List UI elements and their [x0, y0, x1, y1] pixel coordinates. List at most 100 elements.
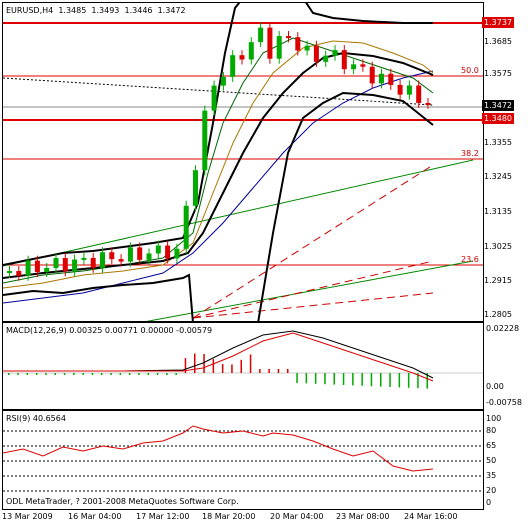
macd-histogram-bar [91, 373, 94, 375]
macd-histogram-bar [119, 373, 122, 375]
candle-body [127, 247, 133, 262]
candle-body [193, 170, 198, 206]
macd-pane[interactable]: MACD(12,26,9) 0.00325 0.00771 0.00000 -0… [2, 322, 484, 410]
bollinger-lower-band [3, 91, 434, 321]
symbol-label: EURUSD,H4 [6, 6, 54, 15]
candle-body [267, 27, 273, 59]
rsi-scale-50: 50 [486, 456, 497, 465]
rsi-scale-35: 35 [486, 471, 497, 480]
candle-body [146, 253, 152, 260]
price-tag-current: 1.3472 [482, 100, 514, 111]
candle-body [155, 245, 161, 254]
macd-histogram-bar [138, 373, 140, 375]
close-value: 1.3472 [157, 6, 186, 15]
macd-histogram-bar [380, 373, 382, 387]
macd-histogram-bar [147, 373, 149, 375]
macd-histogram-bar [240, 359, 242, 373]
fib-fan-line-1 [192, 164, 434, 319]
candle-body [165, 245, 171, 259]
price-tag-top: 1.3737 [482, 17, 514, 28]
macd-histogram-bar [175, 373, 177, 375]
candle-body [397, 84, 403, 95]
macd-histogram-bar [221, 364, 224, 373]
candle-body [304, 45, 310, 51]
macd-histogram-bar [110, 373, 112, 375]
time-label-5: 20 Mar 04:00 [270, 512, 324, 521]
price-level-2: 1.3575 [484, 69, 512, 78]
time-label-6: 23 Mar 08:00 [336, 512, 390, 521]
macd-histogram-bar [259, 369, 261, 373]
rsi-line [3, 425, 434, 472]
macd-histogram-bar [268, 369, 270, 373]
fib-fan-line-2 [192, 260, 434, 319]
candle-body [369, 66, 375, 84]
candle-body [62, 257, 68, 272]
macd-histogram-bar [296, 373, 298, 383]
macd-histogram-bar [352, 373, 354, 386]
macd-histogram-bar [82, 373, 84, 375]
time-label-1: 13 Mar 2009 [2, 512, 53, 521]
candle-body [332, 50, 338, 56]
candle-body [202, 110, 208, 171]
candle-body [360, 64, 366, 67]
candle-body [379, 73, 384, 84]
low-value: 1.3446 [124, 6, 153, 15]
candle-body [53, 257, 59, 268]
macd-histogram-bar [54, 373, 56, 375]
price-scale[interactable]: 1.3737 1.3685 1.3575 1.3472 1.3480 1.335… [482, 2, 530, 320]
channel-upper-line [3, 159, 474, 267]
candle-body [220, 76, 226, 86]
macd-label: MACD(12,26,9) 0.00325 0.00771 0.00000 -0… [6, 326, 213, 335]
candle-body [183, 205, 189, 249]
rsi-scale-65: 65 [486, 441, 497, 450]
candle-body [276, 36, 282, 59]
rsi-canvas [3, 425, 483, 492]
price-level-1: 1.3685 [484, 37, 512, 46]
price-tag-bottom: 1.3480 [482, 113, 514, 124]
macd-histogram-bar [249, 354, 252, 373]
macd-histogram-bar [26, 373, 29, 375]
candle-body [388, 73, 394, 85]
macd-scale: 0.02228 0.00 -0.00758 [482, 322, 530, 408]
candle-body [295, 37, 301, 51]
candle-body [286, 36, 291, 39]
price-chart-canvas [3, 3, 483, 321]
macd-histogram-bar [194, 353, 196, 373]
macd-histogram-bar [277, 369, 280, 373]
macd-histogram-bar [407, 373, 410, 388]
macd-histogram-bar [63, 373, 66, 375]
fib-fan-line-3 [192, 292, 434, 319]
ma-orange-line [3, 40, 434, 289]
candle-body [16, 271, 22, 276]
macd-histogram-bar [389, 373, 391, 387]
price-level-6: 1.3025 [484, 242, 512, 251]
rsi-scale-20: 20 [486, 486, 497, 495]
candle-body [109, 252, 115, 260]
price-level-5: 1.3135 [484, 207, 512, 216]
rsi-scale-80: 80 [486, 426, 497, 435]
copyright-text: ODL MetaTrader, ? 2001-2008 MetaQuotes S… [6, 497, 239, 506]
candle-body [351, 64, 357, 70]
macd-histogram-bar [342, 373, 345, 385]
price-chart-pane[interactable]: EURUSD,H4 1.3485 1.3493 1.3446 1.3472 50… [2, 2, 484, 322]
channel-lower-line [146, 260, 474, 321]
rsi-label: RSI(9) 40.6564 [6, 414, 66, 423]
candle-body [44, 267, 50, 273]
macd-histogram-bar [287, 369, 289, 373]
chart-header: EURUSD,H4 1.3485 1.3493 1.3446 1.3472 [6, 6, 186, 15]
time-axis[interactable]: 13 Mar 2009 16 Mar 04:00 17 Mar 12:00 18… [2, 510, 482, 523]
macd-histogram-bar [73, 373, 75, 375]
bollinger-upper-band [3, 3, 433, 266]
candle-body [7, 271, 12, 273]
macd-histogram-bar [426, 373, 428, 389]
macd-histogram-bar [35, 373, 38, 375]
macd-histogram-bar [8, 373, 10, 375]
rsi-scale: 100 80 65 50 35 20 0 [482, 410, 530, 508]
macd-histogram-bar [184, 358, 187, 373]
price-level-8: 1.2805 [484, 310, 512, 319]
macd-histogram-bar [370, 373, 373, 387]
rsi-pane[interactable]: RSI(9) 40.6564 ODL MetaTrader, ? 2001-20… [2, 410, 484, 510]
time-label-7: 24 Mar 16:00 [404, 512, 458, 521]
candle-body [34, 260, 40, 273]
